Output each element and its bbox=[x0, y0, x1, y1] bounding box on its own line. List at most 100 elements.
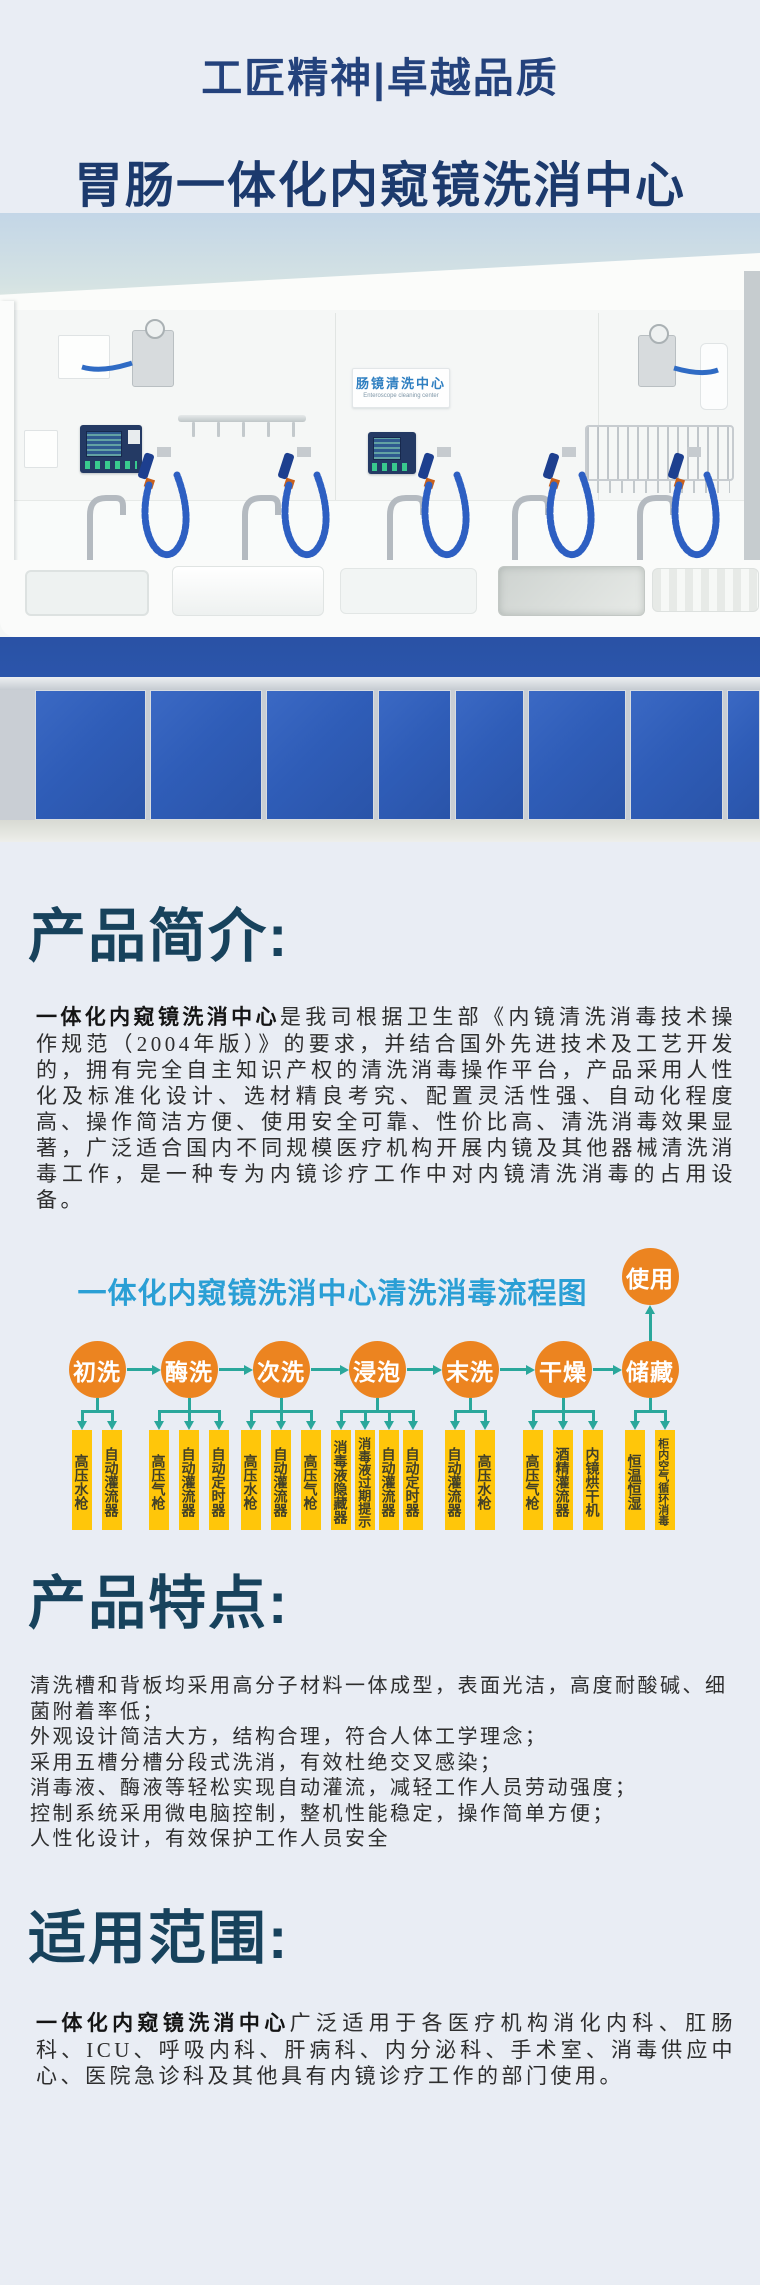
flow-connector bbox=[339, 1410, 415, 1413]
cabinet-rail bbox=[0, 677, 760, 690]
process-flowchart: 一体化内窥镜洗消中心清洗消毒流程图 使用 初洗 高压水枪 自动灌流器 酶洗 高压气枪 自动灌… bbox=[0, 1240, 760, 1540]
panel-seam bbox=[335, 313, 336, 563]
flow-tool-label: 酒精灌流器 bbox=[553, 1430, 573, 1530]
spray-gun bbox=[138, 452, 154, 480]
flow-tool-label: 高压气枪 bbox=[149, 1430, 169, 1530]
feature-line: 清洗槽和背板均采用高分子材料一体成型，表面光洁，高度耐酸碱、细菌附着率低； bbox=[30, 1675, 728, 1723]
flow-connector bbox=[217, 1412, 221, 1421]
photo-floor bbox=[0, 820, 760, 842]
rail-hook bbox=[192, 422, 195, 437]
arrow-down-icon bbox=[450, 1421, 460, 1430]
scope-lead: 一体化内窥镜洗消中心 bbox=[36, 2012, 290, 2035]
flow-tool-label: 高压水枪 bbox=[475, 1430, 495, 1530]
scope-paragraph: 一体化内窥镜洗消中心广泛适用于各医疗机构消化内科、肛肠科、ICU、呼吸内科、肝病… bbox=[36, 2010, 736, 2089]
flow-step-circle: 末洗 bbox=[441, 1341, 499, 1398]
feature-line: 控制系统采用微电脑控制，整机性能稳定，操作简单方便； bbox=[30, 1802, 615, 1825]
product-photo: 肠镜清洗中心 Enteroscope cleaning center bbox=[0, 213, 760, 842]
flow-connector bbox=[126, 1368, 152, 1371]
arrow-up-icon bbox=[645, 1305, 655, 1314]
arrow-down-icon bbox=[630, 1421, 640, 1430]
arrow-right-icon bbox=[243, 1364, 253, 1375]
flowchart-title: 一体化内窥镜洗消中心清洗消毒流程图 bbox=[77, 1278, 588, 1310]
flow-tool-label: 柜内空气循环消毒 bbox=[655, 1430, 675, 1530]
control-buttons bbox=[84, 460, 138, 470]
drainboard bbox=[652, 568, 759, 612]
control-screen bbox=[372, 437, 402, 461]
spray-gun bbox=[543, 452, 559, 480]
flow-connector bbox=[157, 1410, 221, 1413]
flow-connector bbox=[648, 1314, 652, 1341]
flow-tool-label: 自动灌流器 bbox=[179, 1430, 199, 1530]
arrow-right-icon bbox=[612, 1364, 622, 1375]
feature-line: 人性化设计，有效保护工作人员安全 bbox=[30, 1828, 390, 1850]
flow-connector bbox=[95, 1398, 99, 1411]
air-regulator bbox=[638, 324, 676, 387]
intro-body: 是我司根据卫生部《内镜清洗消毒技术操作规范（2004年版）》的要求，并结合国外先… bbox=[36, 1005, 737, 1212]
arrow-down-icon bbox=[336, 1421, 346, 1430]
flow-step-circle: 浸泡 bbox=[348, 1341, 406, 1398]
flow-connector bbox=[187, 1412, 191, 1421]
arrow-down-icon bbox=[660, 1421, 670, 1430]
control-screen bbox=[86, 430, 123, 457]
flow-connector bbox=[375, 1398, 379, 1411]
section-heading-features: 产品特点: bbox=[28, 1571, 290, 1636]
faucet bbox=[242, 495, 281, 587]
arrow-down-icon bbox=[246, 1421, 256, 1430]
flow-step-circle: 酶洗 bbox=[160, 1341, 218, 1398]
air-regulator bbox=[132, 319, 174, 387]
arrow-down-icon bbox=[558, 1421, 568, 1430]
flow-connector bbox=[187, 1398, 191, 1411]
arrow-down-icon bbox=[184, 1421, 194, 1430]
regulator-hose bbox=[81, 360, 133, 372]
flow-connector bbox=[561, 1398, 565, 1411]
coiled-hose bbox=[281, 471, 330, 559]
hook-rail bbox=[178, 415, 306, 422]
faucet bbox=[87, 495, 126, 587]
flow-tool-label: 自动灌流器 bbox=[271, 1430, 291, 1530]
flow-tool-label: 自动灌流器 bbox=[102, 1430, 122, 1530]
control-panel bbox=[368, 432, 416, 474]
arrow-down-icon bbox=[588, 1421, 598, 1430]
control-label bbox=[128, 429, 140, 445]
hose-mount bbox=[687, 447, 701, 457]
arrow-down-icon bbox=[528, 1421, 538, 1430]
flow-connector bbox=[468, 1398, 472, 1411]
flow-tool-label: 自动灌流器 bbox=[379, 1430, 399, 1530]
flow-connector bbox=[249, 1410, 313, 1413]
photo-backsplash bbox=[0, 500, 760, 566]
brand-slogan: 工匠精神|卓越品质 bbox=[201, 55, 559, 101]
rack-hooks bbox=[585, 481, 730, 493]
page-title: 胃肠一体化内窥镜洗消中心 bbox=[73, 159, 686, 213]
cabinet-upper-band bbox=[0, 637, 760, 677]
feature-line: 外观设计简洁大方，结构合理，符合人体工学理念； bbox=[30, 1726, 548, 1748]
flow-connector bbox=[483, 1412, 487, 1421]
coiled-hose bbox=[546, 471, 595, 559]
arrow-down-icon bbox=[306, 1421, 316, 1430]
flow-connector bbox=[561, 1412, 565, 1421]
arrow-down-icon bbox=[77, 1421, 87, 1430]
photo-side-door bbox=[744, 271, 760, 565]
flow-step-circle: 干燥 bbox=[534, 1341, 592, 1398]
flow-step-use: 使用 bbox=[621, 1248, 679, 1305]
arrow-down-icon bbox=[384, 1421, 394, 1430]
coiled-hose bbox=[671, 471, 720, 559]
arrow-down-icon bbox=[480, 1421, 490, 1430]
sink-basin bbox=[340, 568, 477, 614]
arrow-down-icon bbox=[107, 1421, 117, 1430]
spray-gun bbox=[668, 452, 684, 480]
flow-tool-label: 消毒液过期提示 bbox=[355, 1430, 375, 1530]
scope-body: 广泛适用于各医疗机构消化内科、肛肠科、ICU、呼吸内科、肝病科、内分泌科、手术室… bbox=[36, 2011, 737, 2088]
flow-connector bbox=[411, 1412, 415, 1421]
cleaning-center-sign: 肠镜清洗中心 Enteroscope cleaning center bbox=[352, 368, 450, 408]
flow-connector bbox=[157, 1412, 161, 1421]
flow-connector bbox=[339, 1412, 343, 1421]
arrow-down-icon bbox=[214, 1421, 224, 1430]
rail-hook bbox=[292, 422, 295, 437]
flow-tool-label: 高压水枪 bbox=[72, 1430, 92, 1530]
cabinet-door bbox=[727, 690, 760, 820]
cabinet-door bbox=[35, 690, 146, 820]
section-heading-scope: 适用范围: bbox=[28, 1906, 290, 1971]
sign-text-en: Enteroscope cleaning center bbox=[363, 392, 439, 399]
hose-reel bbox=[700, 343, 728, 410]
